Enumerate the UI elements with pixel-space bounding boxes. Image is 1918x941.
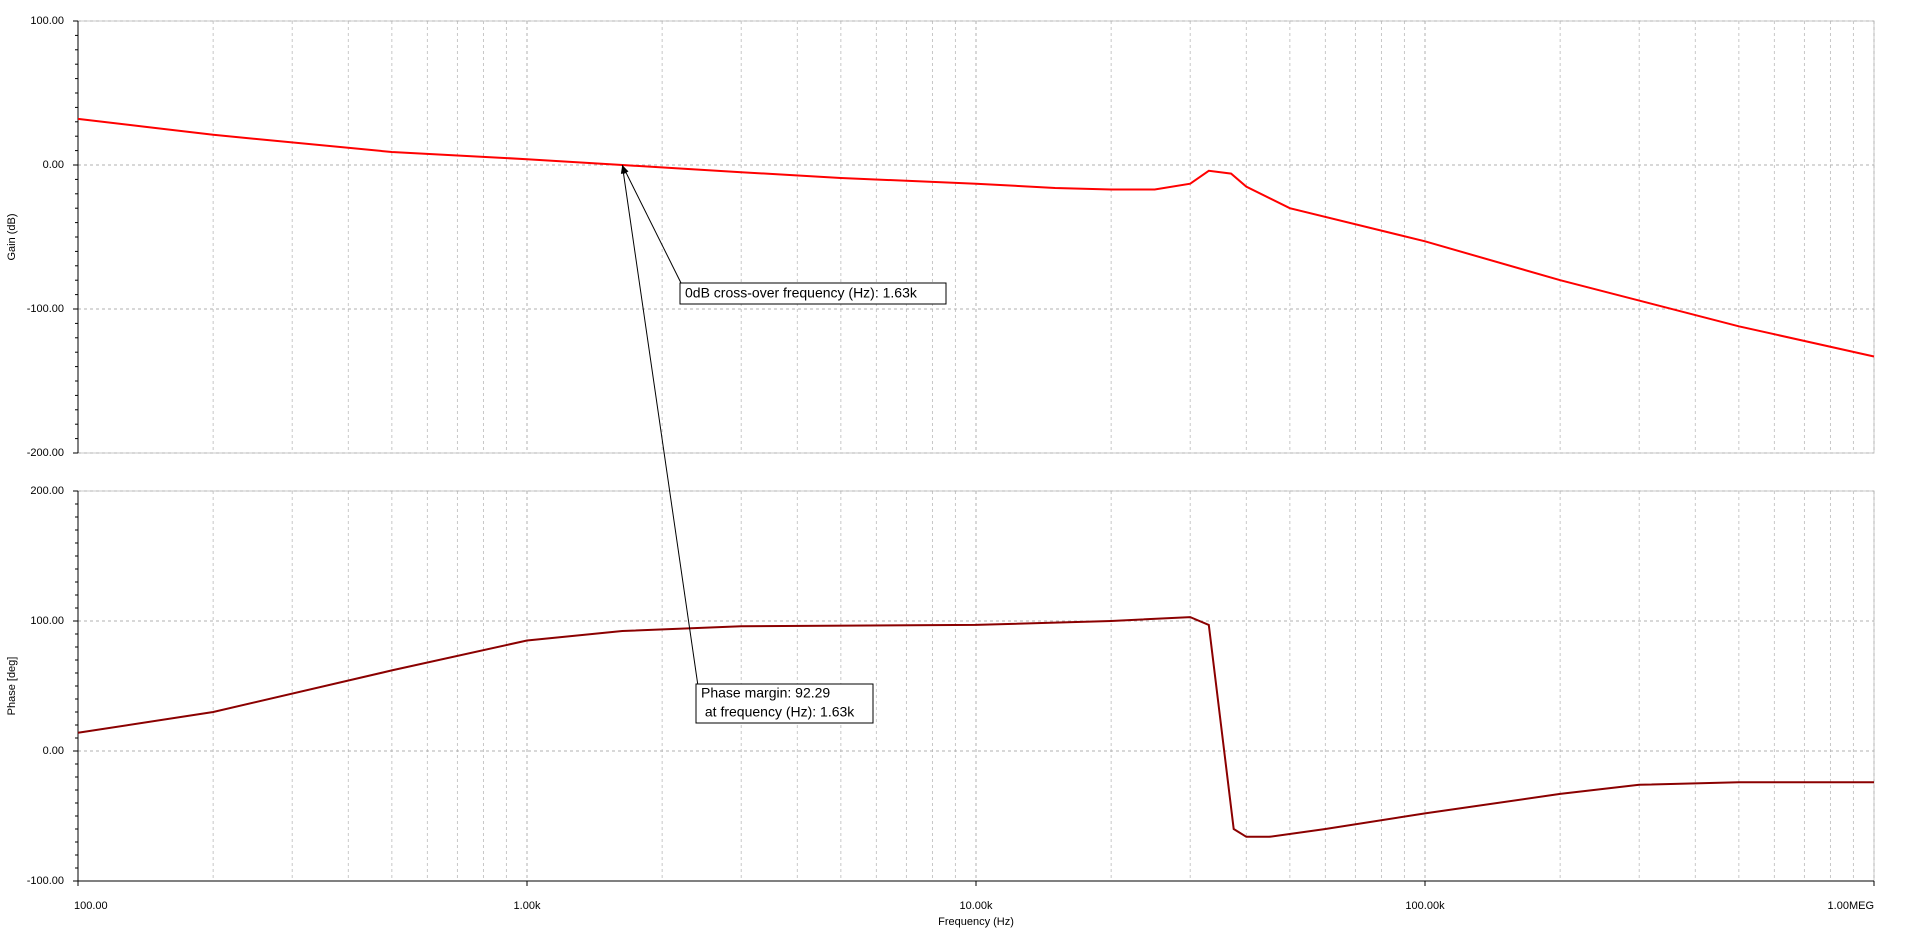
y-axis-label: Phase [deg] (6, 657, 18, 716)
x-tick-label: 1.00MEG (1828, 900, 1874, 912)
annotation-arrow (621, 164, 699, 687)
y-tick-label: 100.00 (30, 15, 64, 27)
y-tick-label: -100.00 (27, 875, 64, 887)
arrow-head (620, 165, 627, 174)
x-tick-label: 1.00k (514, 900, 541, 912)
x-axis-label: Frequency (Hz) (938, 916, 1014, 928)
data-line (77, 117, 1875, 358)
annotation-box (679, 282, 947, 305)
y-tick-label: -200.00 (27, 447, 64, 459)
y-axis-label: Gain (dB) (6, 213, 18, 260)
x-tick-label: 100.00k (1405, 900, 1445, 912)
x-tick-label: 10.00k (959, 900, 993, 912)
annotation-text: at frequency (Hz): 1.63k (701, 704, 855, 720)
annotation-text: Phase margin: 92.29 (701, 685, 830, 701)
y-tick-label: 0.00 (43, 159, 64, 171)
y-tick-label: 200.00 (30, 485, 64, 497)
data-line (77, 616, 1874, 838)
annotation-text: 0dB cross-over frequency (Hz): 1.63k (685, 285, 918, 301)
y-tick-label: -100.00 (27, 303, 64, 315)
annotation-arrow (621, 164, 683, 286)
y-tick-label: 0.00 (43, 745, 64, 757)
annotation-box (695, 683, 874, 724)
y-tick-label: 100.00 (30, 615, 64, 627)
x-tick-label: 100.00 (74, 900, 108, 912)
